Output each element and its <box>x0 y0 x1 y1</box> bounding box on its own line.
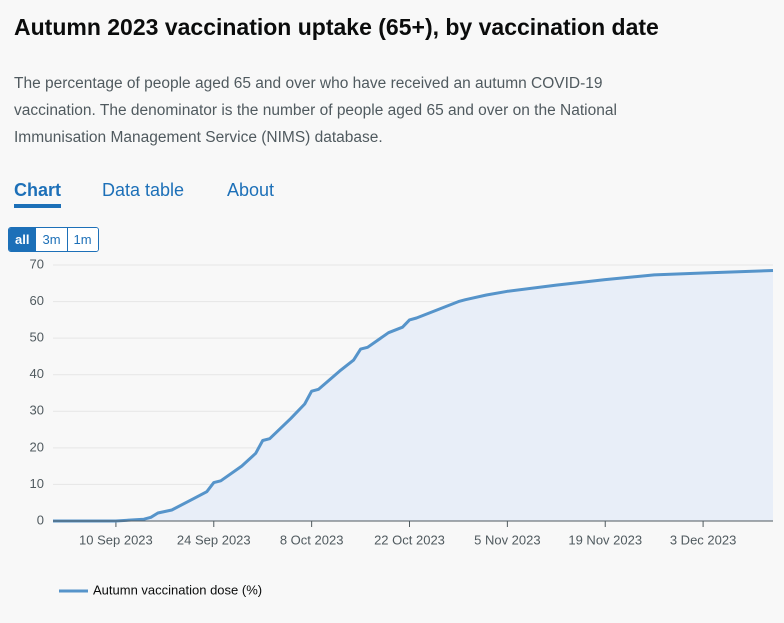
tab[interactable]: Data table <box>102 180 185 200</box>
description: The percentage of people aged 65 and ove… <box>14 75 617 146</box>
tab[interactable]: Chart <box>14 180 62 208</box>
tab[interactable]: About <box>227 180 275 200</box>
chart: 0 10 20 30 40 50 60 70 10 Sep 2023 24 Sep 2023 8 O… <box>30 256 774 597</box>
y-tick-label: 70 <box>30 256 44 271</box>
x-tick-label: 8 Oct 2023 <box>280 532 344 547</box>
y-tick-label: 10 <box>30 476 44 491</box>
y-tick-label: 60 <box>30 293 44 308</box>
range-buttons: all 3m 1m <box>8 227 99 252</box>
line <box>53 269 774 523</box>
area <box>53 270 773 521</box>
x-tick-label: 19 Nov 2023 <box>568 532 642 547</box>
x-tick-label: 22 Oct 2023 <box>374 532 445 547</box>
x-tick-label: 5 Nov 2023 <box>474 532 541 547</box>
y-tick-label: 20 <box>30 439 44 454</box>
range-button[interactable]: 3m <box>35 228 67 251</box>
y-tick-label: 50 <box>30 330 44 345</box>
y-tick-label: 40 <box>30 366 44 381</box>
x-tick-label: 24 Sep 2023 <box>177 532 251 547</box>
x-tick-label: 10 Sep 2023 <box>79 532 153 547</box>
y-tick-label: 0 <box>37 512 44 527</box>
range-button[interactable]: 1m <box>66 228 98 251</box>
x-tick-label: 3 Dec 2023 <box>670 532 737 547</box>
y-tick-label: 30 <box>30 403 44 418</box>
legend-label: Autumn vaccination dose (%) <box>93 582 262 597</box>
page-title: Autumn 2023 vaccination uptake (65+), by… <box>14 14 659 40</box>
range-button[interactable]: all <box>9 228 36 251</box>
